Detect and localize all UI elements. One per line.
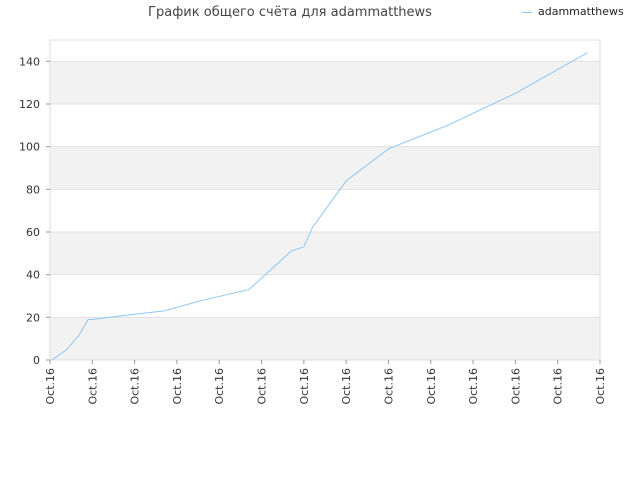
x-tick-label: Oct.16: [213, 368, 226, 405]
y-tick-label: 140: [19, 55, 40, 68]
x-tick-label: Oct.16: [340, 368, 353, 405]
plot-frame: [49, 39, 601, 361]
plot-band: [50, 146, 600, 190]
x-tick-label: Oct.16: [171, 368, 184, 405]
legend-swatch: [522, 12, 532, 13]
x-tick-label: Oct.16: [552, 368, 565, 405]
legend-label: adammatthews: [538, 5, 624, 18]
plot-band: [50, 104, 600, 147]
x-tick-label: Oct.16: [44, 368, 57, 405]
y-tick-label: 120: [19, 98, 40, 111]
x-tick-label: Oct.16: [129, 368, 142, 405]
x-tick-label: Oct.16: [425, 368, 438, 405]
x-tick-label: Oct.16: [382, 368, 395, 405]
y-tick-label: 0: [33, 354, 40, 367]
plot-band: [50, 232, 600, 275]
x-tick-label: Oct.16: [467, 368, 480, 405]
legend: adammatthews: [522, 5, 624, 18]
x-tick-label: Oct.16: [86, 368, 99, 405]
chart-title: График общего счёта для adammatthews: [148, 5, 432, 20]
x-tick-label: Oct.16: [256, 368, 269, 405]
plot-band: [50, 61, 600, 104]
y-tick-label: 60: [26, 226, 40, 239]
plot-band: [50, 274, 600, 318]
x-tick-label: Oct.16: [594, 368, 607, 405]
y-tick-label: 20: [26, 311, 40, 324]
plot-band: [50, 40, 600, 62]
y-tick-label: 40: [26, 269, 40, 282]
plot-band: [50, 317, 600, 360]
x-tick-label: Oct.16: [509, 368, 522, 405]
series-line: [51, 52, 588, 361]
y-tick-label: 100: [19, 141, 40, 154]
y-tick-label: 80: [26, 183, 40, 196]
x-tick-label: Oct.16: [298, 368, 311, 405]
